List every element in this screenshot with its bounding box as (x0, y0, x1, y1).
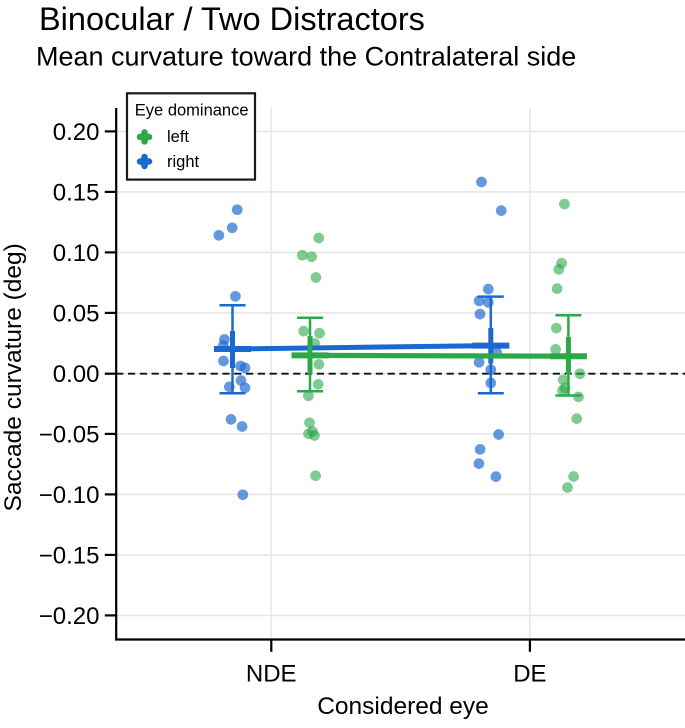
svg-text:−0.05: −0.05 (39, 421, 100, 448)
svg-text:0.15: 0.15 (53, 179, 100, 206)
svg-text:DE: DE (513, 660, 546, 687)
svg-text:0.20: 0.20 (53, 119, 100, 146)
svg-text:0.00: 0.00 (53, 361, 100, 388)
svg-text:NDE: NDE (246, 660, 297, 687)
svg-text:−0.15: −0.15 (39, 542, 100, 569)
svg-text:Eye dominance: Eye dominance (135, 102, 249, 120)
svg-text:Mean curvature toward the Cont: Mean curvature toward the Contralateral … (36, 41, 576, 71)
svg-text:0.10: 0.10 (53, 240, 100, 267)
svg-text:Saccade curvature (deg): Saccade curvature (deg) (0, 243, 27, 511)
svg-text:left: left (167, 128, 189, 146)
svg-text:Binocular / Two Distractors: Binocular / Two Distractors (39, 1, 425, 37)
svg-text:0.05: 0.05 (53, 300, 100, 327)
svg-text:Considered eye: Considered eye (317, 693, 489, 720)
svg-text:−0.20: −0.20 (39, 603, 100, 630)
svg-text:right: right (167, 153, 200, 171)
svg-text:−0.10: −0.10 (39, 482, 100, 509)
